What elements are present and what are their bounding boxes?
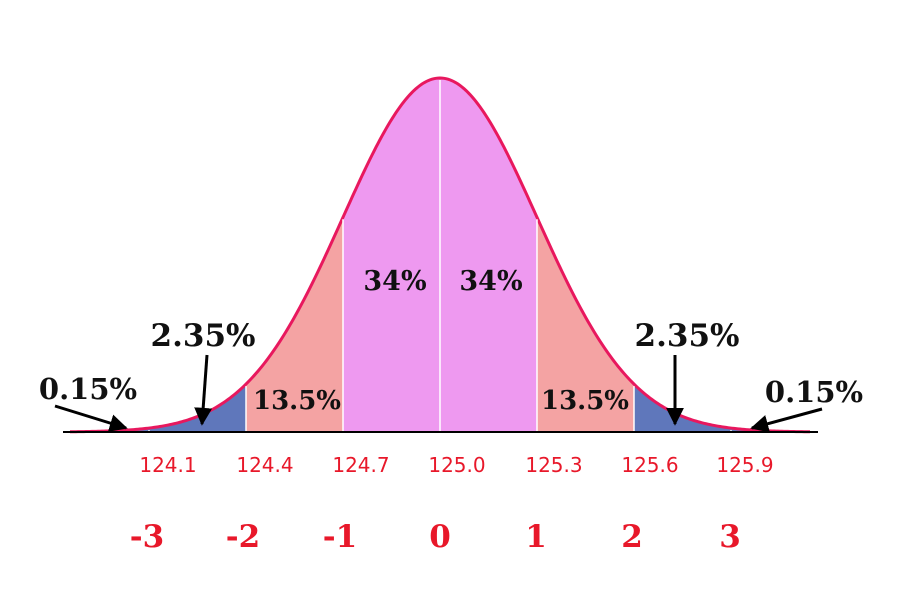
x-value-label: 125.9 <box>716 453 773 477</box>
x-value-label: 125.6 <box>621 453 678 477</box>
label-tail2-left: 2.35% <box>151 318 256 354</box>
sigma-dividers <box>148 80 732 432</box>
arrow-tail3-right <box>750 407 823 433</box>
region-tail2-left <box>149 384 246 432</box>
x-value-label: 125.3 <box>525 453 582 477</box>
label-center-right: 34% <box>459 266 522 297</box>
arrow-tail2-left <box>194 354 213 426</box>
region-tail2-right <box>634 384 731 432</box>
label-tail3-right: 0.15% <box>765 375 863 409</box>
sigma-label: 1 <box>525 519 547 555</box>
sigma-label: -3 <box>130 519 164 555</box>
arrow-tail3-left <box>54 404 128 432</box>
x-value-label: 124.4 <box>236 453 293 477</box>
sigma-label: 0 <box>429 519 451 555</box>
sigma-label: 3 <box>719 519 741 555</box>
label-mid-left: 13.5% <box>253 386 341 416</box>
label-tail3-left: 0.15% <box>39 372 137 406</box>
region-center-right <box>440 78 537 432</box>
x-value-label: 125.0 <box>428 453 485 477</box>
sigma-label: -1 <box>323 519 357 555</box>
x-value-label: 124.7 <box>332 453 389 477</box>
sigma-label: -2 <box>226 519 260 555</box>
sigma-label: 2 <box>621 519 643 555</box>
label-mid-right: 13.5% <box>541 386 629 416</box>
region-center-left <box>343 78 440 432</box>
label-center-left: 34% <box>363 266 426 297</box>
bell-curve <box>69 76 811 434</box>
x-value-label: 124.1 <box>139 453 196 477</box>
label-tail2-right: 2.35% <box>635 318 740 354</box>
